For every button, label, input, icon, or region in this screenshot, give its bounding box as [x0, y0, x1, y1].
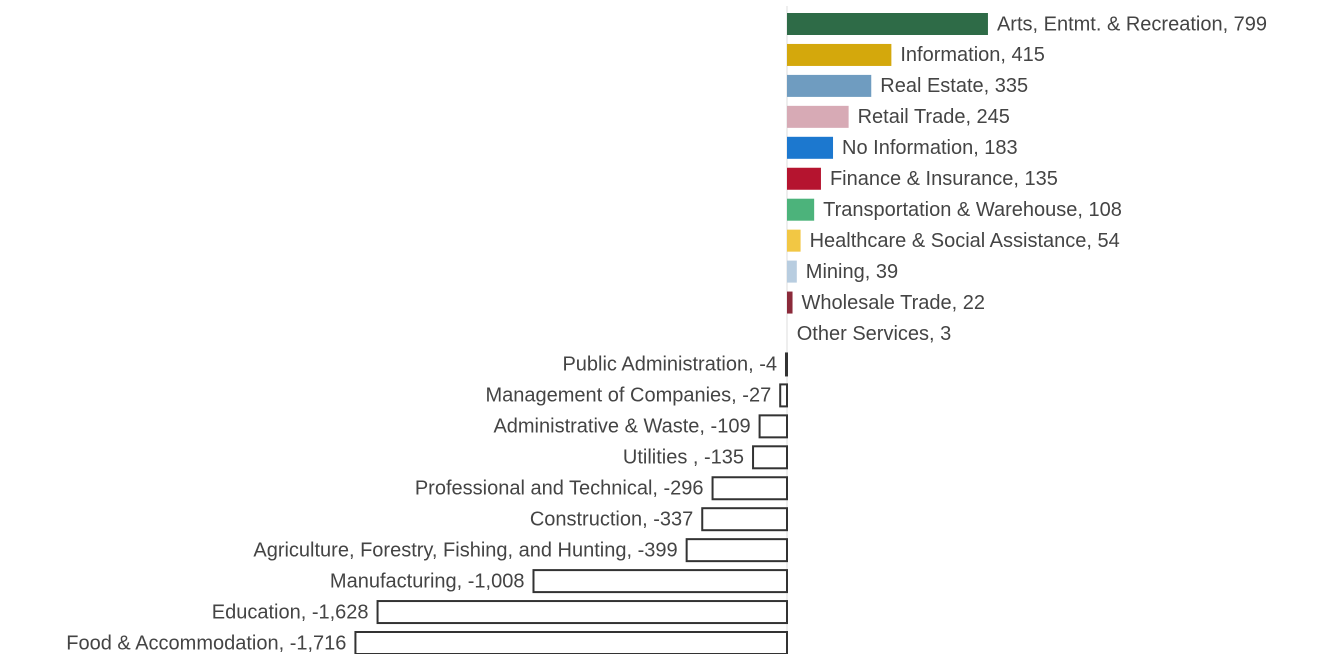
data-label: Management of Companies, -27: [485, 385, 771, 407]
data-label: Other Services, 3: [797, 323, 952, 345]
bar: [787, 13, 988, 35]
data-label: Public Administration, -4: [562, 354, 777, 376]
data-label: Education, -1,628: [212, 601, 369, 623]
bar: [787, 43, 892, 66]
bar: [354, 631, 788, 654]
data-label: Retail Trade, 245: [858, 106, 1010, 128]
bar: [787, 105, 849, 128]
bar: [701, 507, 789, 532]
bar: [787, 74, 872, 97]
bar: [787, 291, 793, 314]
data-label: Agriculture, Forestry, Fishing, and Hunt…: [253, 539, 677, 561]
data-label: Healthcare & Social Assistance, 54: [810, 230, 1120, 252]
bar: [685, 538, 788, 563]
bar: [376, 600, 788, 625]
data-label: Administrative & Waste, -109: [493, 416, 750, 438]
data-label: Real Estate, 335: [880, 75, 1028, 97]
bar: [787, 167, 821, 190]
data-label: Professional and Technical, -296: [415, 478, 704, 500]
bar: [787, 229, 801, 252]
bar: [779, 383, 788, 408]
data-label: Food & Accommodation, -1,716: [66, 632, 346, 654]
bar: [787, 136, 834, 159]
data-label: Construction, -337: [530, 508, 693, 530]
data-label: Transportation & Warehouse, 108: [823, 199, 1122, 221]
data-label: Arts, Entmt. & Recreation, 799: [997, 13, 1267, 35]
data-label: Wholesale Trade, 22: [802, 292, 985, 314]
data-label: No Information, 183: [842, 137, 1018, 159]
data-label: Information, 415: [900, 44, 1045, 66]
data-label: Mining, 39: [806, 261, 898, 283]
bar: [784, 352, 789, 377]
bar: [758, 414, 788, 439]
bar: [787, 260, 797, 283]
bar: [787, 198, 815, 221]
data-label: Utilities , -135: [623, 447, 744, 469]
bar: [711, 476, 789, 501]
bar: [787, 322, 788, 345]
data-label: Manufacturing, -1,008: [330, 570, 525, 592]
bar: [532, 569, 788, 594]
bar: [752, 445, 788, 470]
data-label: Finance & Insurance, 135: [830, 168, 1058, 190]
